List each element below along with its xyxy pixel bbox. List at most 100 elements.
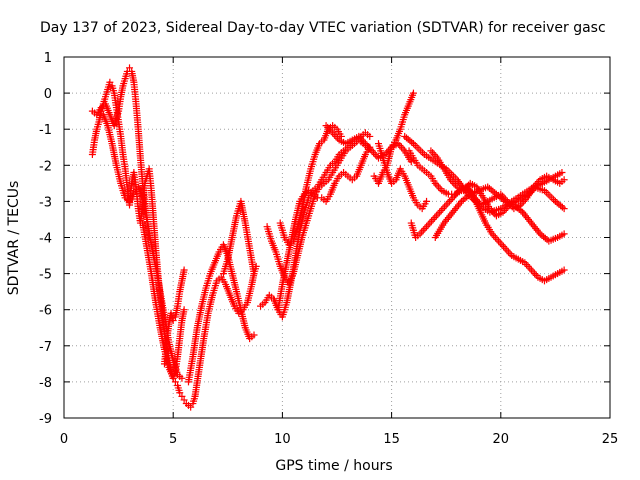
chart-title: Day 137 of 2023, Sidereal Day-to-day VTE… xyxy=(40,20,606,36)
data-point xyxy=(419,149,427,157)
data-point xyxy=(439,205,447,213)
data-point xyxy=(496,239,504,247)
data-point xyxy=(424,221,432,229)
data-point xyxy=(415,145,423,153)
data-point xyxy=(451,174,459,182)
x-tick-label: 20 xyxy=(493,432,510,447)
data-point xyxy=(250,331,258,339)
data-point xyxy=(409,89,417,97)
data-point xyxy=(444,199,452,207)
y-tick-label: -7 xyxy=(39,340,52,355)
data-point xyxy=(524,262,532,270)
data-point xyxy=(450,179,458,187)
data-point xyxy=(558,169,566,177)
data-point xyxy=(434,210,442,218)
y-tick-label: 0 xyxy=(44,87,52,102)
data-point xyxy=(176,389,184,397)
series-trace xyxy=(191,262,260,400)
data-point xyxy=(491,234,499,241)
data-point xyxy=(526,264,534,272)
data-point xyxy=(432,212,440,220)
series-trace xyxy=(407,183,568,285)
data-point xyxy=(250,270,258,278)
data-point xyxy=(407,158,415,166)
data-point xyxy=(126,64,134,72)
data-point xyxy=(180,306,188,314)
data-point xyxy=(366,132,374,140)
data-point xyxy=(429,215,437,223)
data-point xyxy=(560,266,568,274)
data-point xyxy=(169,317,177,325)
data-point xyxy=(106,78,114,86)
data-points xyxy=(88,64,568,411)
data-point xyxy=(544,190,552,198)
data-point xyxy=(427,147,435,155)
y-tick-label: -4 xyxy=(39,232,52,247)
data-point xyxy=(504,248,512,256)
y-tick-label: -3 xyxy=(39,195,52,210)
data-point xyxy=(548,194,556,202)
data-point xyxy=(501,244,509,252)
data-point xyxy=(529,268,537,276)
data-point xyxy=(180,396,188,404)
y-axis-label: SDTVAR / TECUs xyxy=(6,181,22,296)
data-point xyxy=(436,208,444,216)
data-point xyxy=(560,230,568,238)
data-point xyxy=(442,201,450,209)
data-point xyxy=(427,217,435,225)
x-tick-label: 5 xyxy=(169,432,177,447)
data-point xyxy=(503,246,511,254)
data-point xyxy=(441,203,449,211)
y-tick-label: 1 xyxy=(44,51,52,66)
data-point xyxy=(498,241,506,249)
x-axis-label: GPS time / hours xyxy=(275,458,392,474)
data-point xyxy=(411,141,419,149)
data-point xyxy=(431,214,439,222)
data-point xyxy=(419,226,427,234)
x-tick-label: 15 xyxy=(383,432,400,447)
series-trace xyxy=(88,78,199,411)
data-point xyxy=(429,149,437,157)
data-point xyxy=(413,143,421,151)
series-trace xyxy=(139,219,188,382)
data-point xyxy=(178,374,186,382)
data-point xyxy=(421,224,429,232)
data-point xyxy=(550,196,558,204)
series-trace xyxy=(370,89,417,187)
y-tick-label: -1 xyxy=(39,123,52,138)
y-axis-ticks: 1 0 -1 -2 -3 -4 -5 -6 -7 -8 -9 xyxy=(39,51,610,427)
data-point xyxy=(187,403,195,411)
data-point xyxy=(171,378,179,386)
data-point xyxy=(423,197,431,205)
data-point xyxy=(546,192,554,200)
data-point xyxy=(437,206,445,214)
data-point xyxy=(445,197,453,205)
data-point xyxy=(180,266,188,274)
data-point xyxy=(495,237,503,245)
data-point xyxy=(433,181,441,189)
series-trace xyxy=(374,140,431,213)
data-point xyxy=(560,176,568,184)
data-point xyxy=(417,147,425,155)
data-point xyxy=(531,270,539,278)
data-point xyxy=(500,243,508,251)
y-tick-label: -2 xyxy=(39,159,52,174)
y-tick-label: -8 xyxy=(39,376,52,391)
data-point xyxy=(493,235,501,243)
data-point xyxy=(178,392,186,400)
y-tick-label: -6 xyxy=(39,304,52,319)
series-trace xyxy=(184,241,258,386)
series-trace xyxy=(431,183,568,245)
series-trace xyxy=(257,129,374,321)
x-tick-label: 0 xyxy=(60,432,68,447)
x-tick-label: 10 xyxy=(274,432,291,447)
series-trace xyxy=(263,136,376,288)
data-point xyxy=(426,219,434,227)
data-point xyxy=(435,183,443,191)
data-point xyxy=(418,228,426,236)
data-point xyxy=(423,223,431,231)
data-point xyxy=(527,266,535,274)
series-trace xyxy=(427,147,566,220)
x-axis-ticks: 0 5 10 15 20 25 xyxy=(60,57,618,447)
